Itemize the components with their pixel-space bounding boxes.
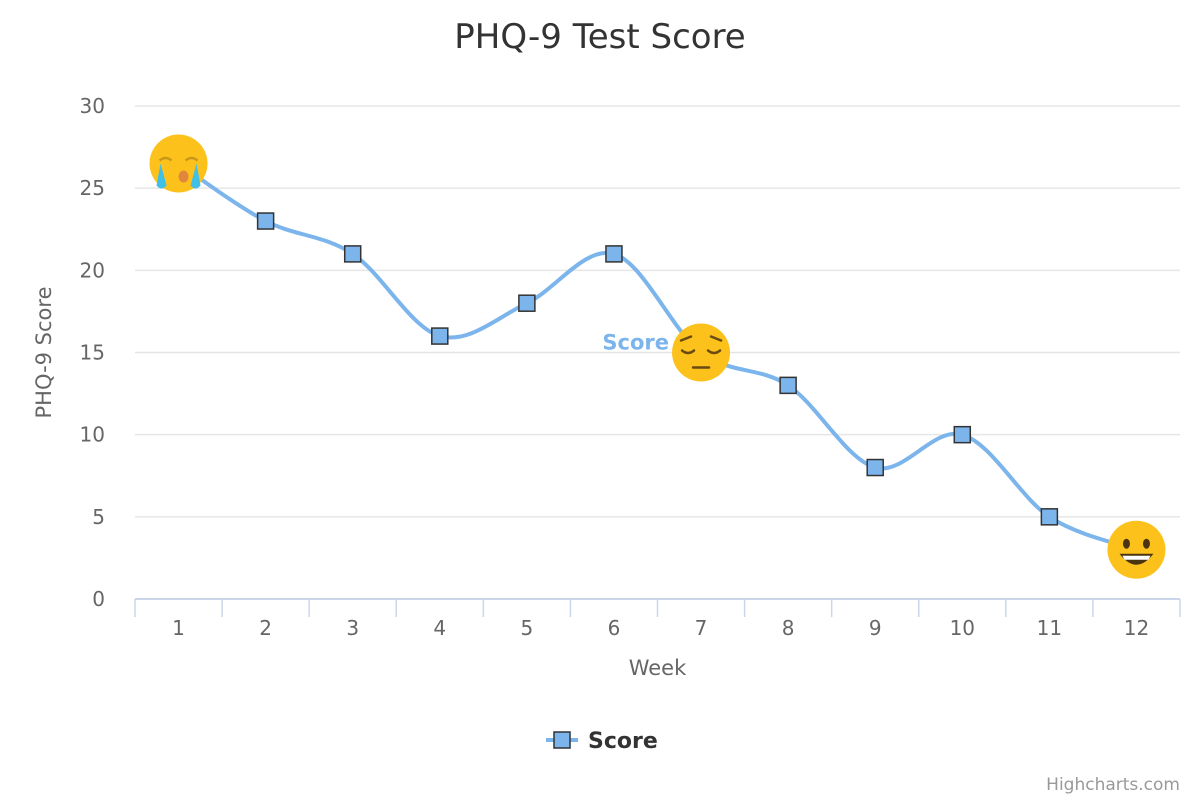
series-markers[interactable]: [149, 134, 1166, 579]
x-axis-title: Week: [629, 656, 687, 680]
y-tick-label: 20: [80, 258, 105, 282]
y-tick-label: 10: [80, 423, 105, 447]
credits-link[interactable]: Highcharts.com: [1046, 775, 1180, 795]
x-tick-label: 2: [259, 616, 272, 640]
x-axis: 1 2 3 4 5 6 7 8 9 10 11 12: [134, 599, 1181, 640]
crying-face-icon[interactable]: [149, 134, 208, 193]
data-point[interactable]: [605, 245, 623, 263]
data-point[interactable]: [779, 376, 797, 395]
x-tick-label: 8: [782, 616, 795, 640]
y-tick-label: 15: [80, 341, 105, 365]
x-tick-label: 3: [346, 616, 359, 640]
y-axis-title: PHQ-9 Score: [32, 287, 56, 419]
data-point[interactable]: [431, 327, 449, 345]
y-tick-label: 30: [80, 94, 105, 118]
x-tick-label: 5: [521, 616, 534, 640]
chart-title: PHQ-9 Test Score: [454, 17, 745, 57]
series-label: Score: [602, 331, 669, 355]
data-point[interactable]: [953, 425, 972, 444]
y-tick-label: 25: [80, 176, 105, 200]
x-tick-label: 12: [1124, 616, 1149, 640]
x-tick-label: 7: [695, 616, 708, 640]
x-tick-label: 9: [869, 616, 882, 640]
series-score[interactable]: [176, 161, 1139, 552]
legend-item-score[interactable]: Score: [588, 729, 658, 754]
x-tick-label: 6: [608, 616, 621, 640]
x-tick-label: 1: [172, 616, 185, 640]
data-point[interactable]: [1040, 508, 1059, 526]
grid: [135, 105, 1180, 518]
data-point[interactable]: [256, 212, 275, 230]
legend-square-marker: [553, 731, 571, 749]
y-tick-label: 0: [92, 587, 105, 611]
y-axis: 0 5 10 15 20 25 30: [80, 94, 105, 611]
legend[interactable]: Score: [546, 729, 658, 754]
data-point[interactable]: [343, 245, 362, 263]
grinning-face-icon[interactable]: [1107, 520, 1166, 579]
data-point[interactable]: [866, 458, 884, 477]
x-tick-label: 10: [950, 616, 975, 640]
y-tick-label: 5: [92, 505, 105, 529]
series-line[interactable]: [176, 161, 1139, 552]
pensive-face-icon[interactable]: [672, 323, 731, 382]
x-tick-label: 11: [1037, 616, 1062, 640]
x-tick-label: 4: [433, 616, 446, 640]
data-point[interactable]: [518, 294, 536, 312]
